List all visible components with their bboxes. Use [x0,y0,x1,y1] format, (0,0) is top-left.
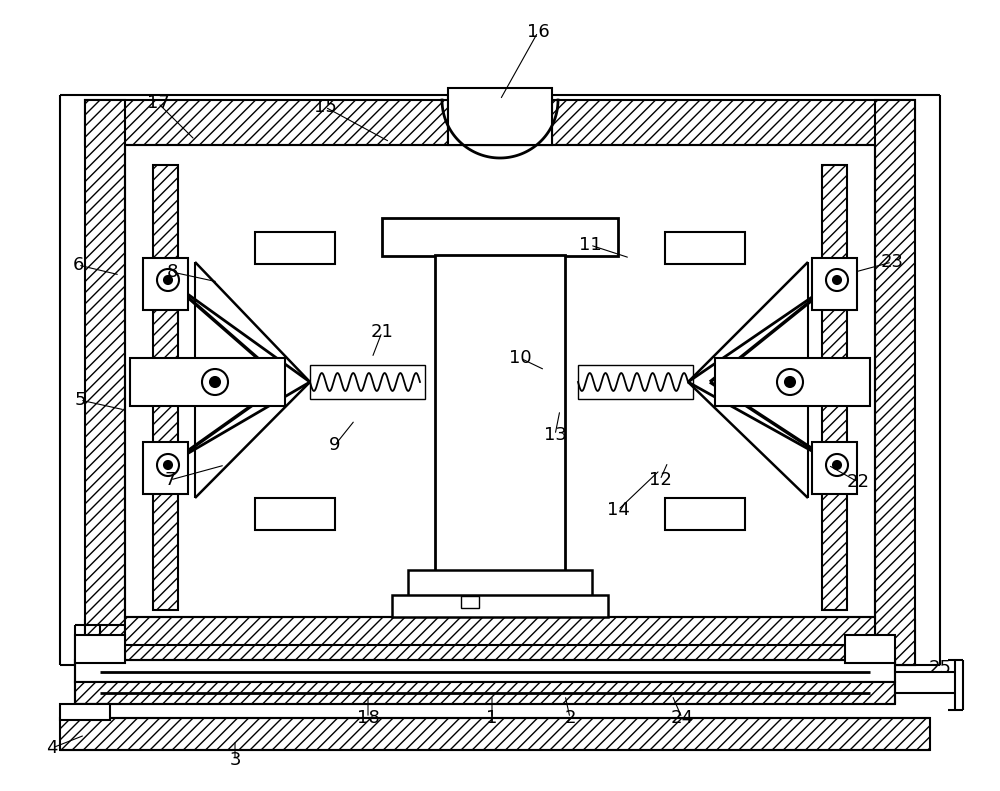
Circle shape [826,454,848,476]
Text: 6: 6 [72,256,84,274]
Text: 22: 22 [846,473,870,491]
Text: 2: 2 [564,709,576,727]
Text: 16: 16 [527,23,549,41]
Bar [812,442,857,494]
Bar [822,165,847,610]
Text: 18: 18 [357,709,379,727]
Text: 23: 23 [881,253,904,271]
Text: 15: 15 [314,98,336,116]
Text: 21: 21 [371,323,393,341]
Text: 7: 7 [164,471,176,489]
Bar [85,620,915,665]
Circle shape [210,377,220,387]
Bar [60,704,110,720]
Text: 24: 24 [670,709,694,727]
Bar [665,498,745,530]
Text: 10: 10 [509,349,531,367]
Text: 5: 5 [74,391,86,409]
Text: 14: 14 [607,501,629,519]
Text: 3: 3 [229,751,241,769]
Bar [392,595,608,617]
Circle shape [777,369,803,395]
Circle shape [157,454,179,476]
Circle shape [826,269,848,291]
Circle shape [164,461,172,469]
Bar [85,100,125,665]
Bar [578,365,693,399]
Bar [461,596,479,608]
Circle shape [785,377,795,387]
Text: 8: 8 [166,263,178,281]
Bar [448,88,552,145]
Circle shape [833,461,841,469]
Bar [255,498,335,530]
Bar [310,365,425,399]
Text: 4: 4 [46,739,58,757]
Text: 13: 13 [544,426,566,444]
Bar [255,232,335,264]
Text: 1: 1 [486,709,498,727]
Bar [408,570,592,598]
Bar [715,358,870,406]
Bar [85,100,915,145]
Text: 12: 12 [649,471,671,489]
Bar [143,258,188,310]
Bar [143,442,188,494]
Bar [130,358,285,406]
Text: 25: 25 [928,659,952,677]
Circle shape [833,276,841,284]
Bar [153,165,178,610]
Bar [75,635,125,663]
Bar [812,258,857,310]
Bar [875,100,915,665]
Text: 17: 17 [147,94,169,112]
Bar [435,255,565,600]
Bar [665,232,745,264]
Text: 9: 9 [329,436,341,454]
Bar [75,660,895,682]
Bar [125,617,875,645]
Circle shape [157,269,179,291]
Text: 11: 11 [579,236,601,254]
Bar [382,218,618,256]
Circle shape [202,369,228,395]
Bar [60,718,930,750]
Bar [845,635,895,663]
Bar [75,682,895,704]
Circle shape [164,276,172,284]
